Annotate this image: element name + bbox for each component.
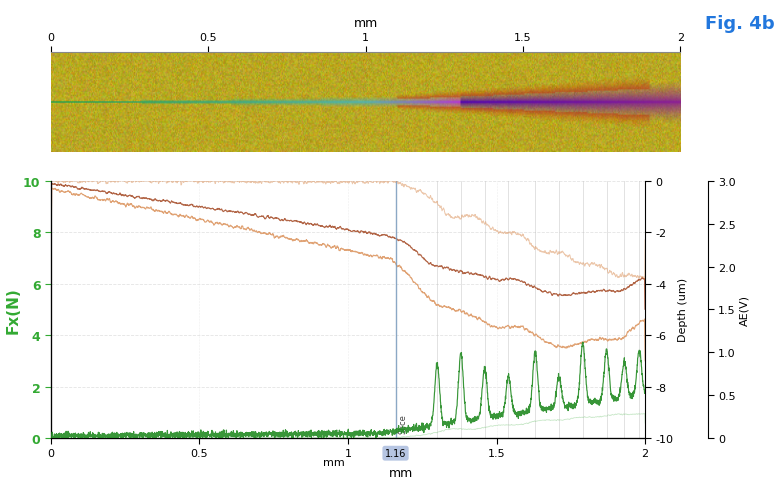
Text: Slice: Slice (399, 413, 407, 433)
X-axis label: mm: mm (353, 17, 378, 30)
Y-axis label: Fx(N): Fx(N) (5, 287, 20, 333)
Y-axis label: AE(V): AE(V) (740, 294, 750, 325)
Text: mm: mm (323, 457, 345, 467)
Text: mm: mm (389, 466, 414, 479)
Text: Fig. 4b: Fig. 4b (705, 15, 774, 32)
Text: 1.16: 1.16 (385, 448, 406, 458)
Y-axis label: Depth (um): Depth (um) (678, 278, 687, 342)
